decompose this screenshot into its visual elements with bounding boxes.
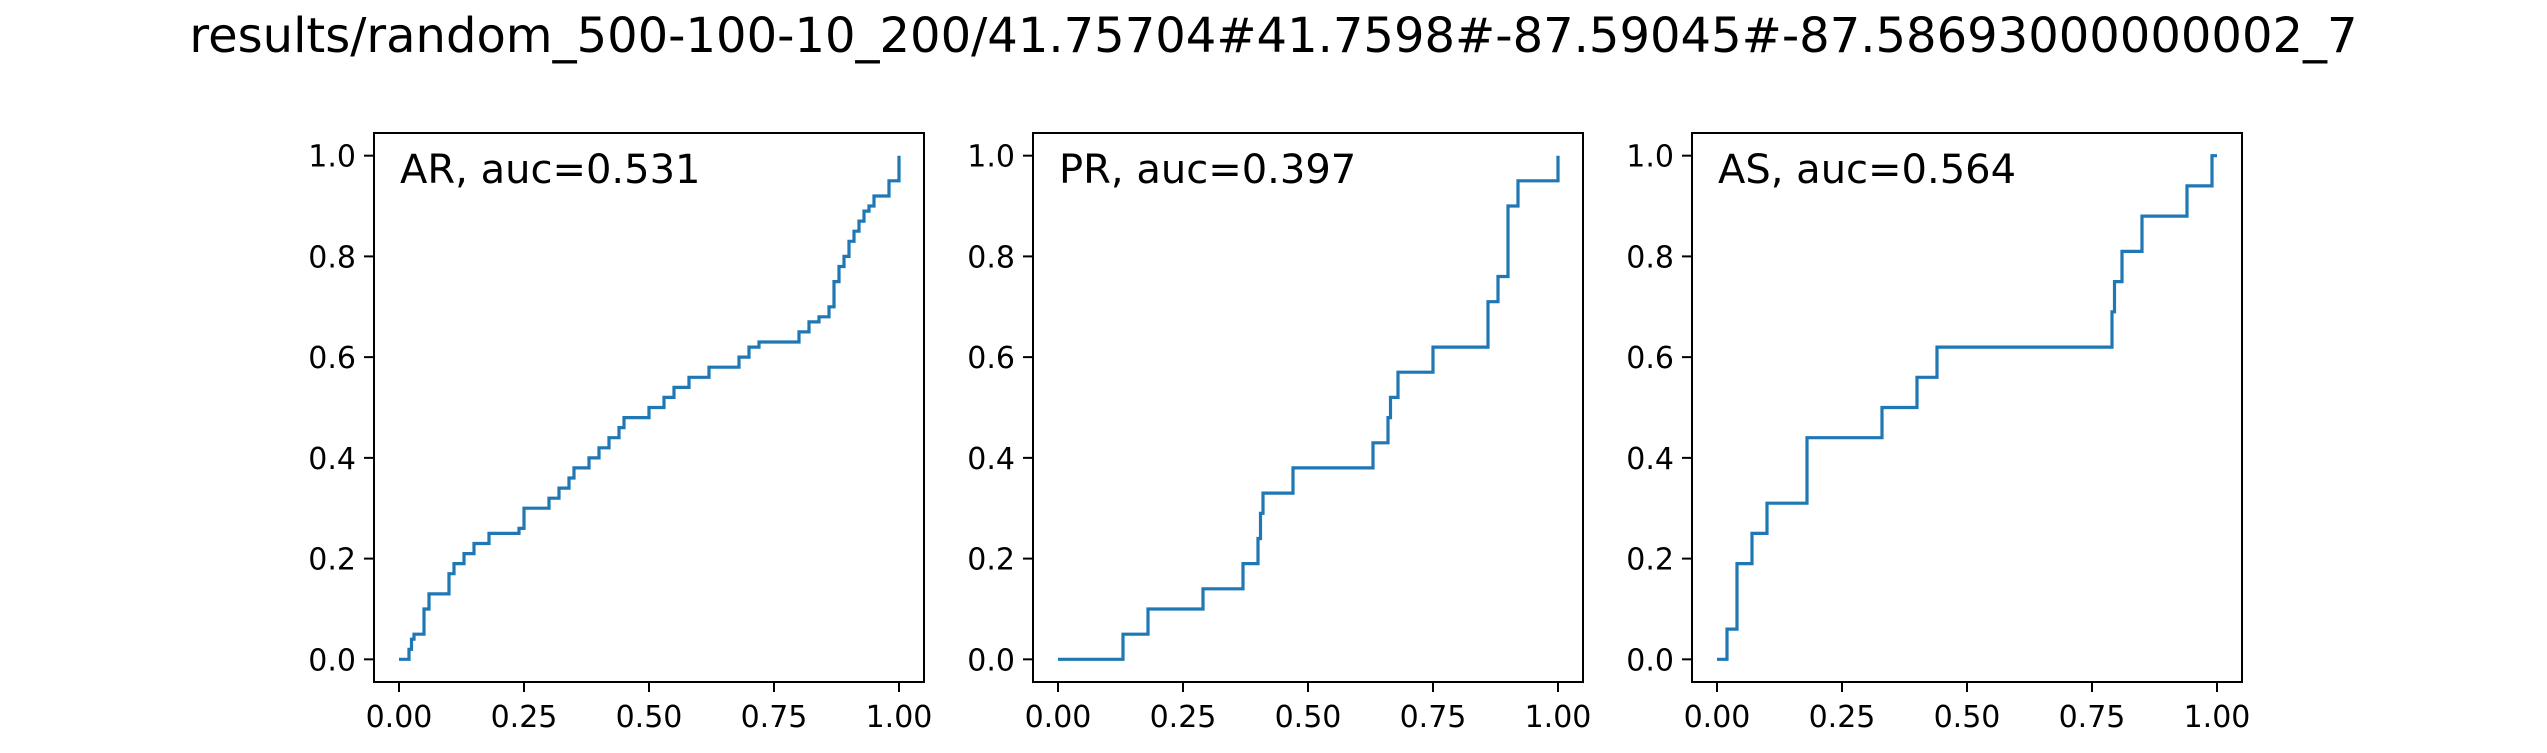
chart-panel-3: 0.00 0.25 0.50 0.75 1.00 0.0 0.2 0.4 0.6 0.8 1.0 AS… (1626, 132, 2251, 735)
panel-annotation: AR, auc=0.531 (400, 147, 700, 193)
series-line (399, 155, 901, 661)
y-tick-label: 0.8 (1626, 240, 1674, 275)
y-tick-label: 0.0 (967, 643, 1015, 678)
x-tick-label: 0.25 (1150, 700, 1217, 735)
axes-frame (1032, 132, 1584, 683)
y-tick-label: 0.2 (967, 543, 1015, 578)
x-tick-label: 0.00 (1025, 700, 1092, 735)
x-tick-label: 0.50 (616, 700, 683, 735)
x-tick-label: 1.00 (1525, 700, 1592, 735)
y-tick-label: 0.8 (967, 240, 1015, 275)
y-tick-label: 0.4 (1626, 442, 1674, 477)
panel-annotation: PR, auc=0.397 (1059, 147, 1356, 193)
x-tick-label: 0.00 (366, 700, 433, 735)
y-tick-label: 1.0 (967, 140, 1015, 175)
x-tick-label: 1.00 (2184, 700, 2251, 735)
y-tick-label: 0.4 (967, 442, 1015, 477)
y-tick-label: 0.0 (308, 643, 356, 678)
x-tick-label: 1.00 (866, 700, 933, 735)
x-tick-label: 0.50 (1934, 700, 2001, 735)
y-tick-label: 0.6 (308, 341, 356, 376)
y-tick-label: 0.6 (967, 341, 1015, 376)
panel-annotation: AS, auc=0.564 (1718, 147, 2016, 193)
y-tick-label: 0.2 (308, 543, 356, 578)
y-tick-label: 0.8 (308, 240, 356, 275)
x-tick-label: 0.75 (1400, 700, 1467, 735)
y-tick-label: 1.0 (1626, 140, 1674, 175)
chart-panel-2: 0.00 0.25 0.50 0.75 1.00 0.0 0.2 0.4 0.6 0.8 1.0 PR… (967, 132, 1592, 735)
x-tick-label: 0.75 (741, 700, 808, 735)
x-tick-label: 0.75 (2059, 700, 2126, 735)
x-tick-label: 0.00 (1684, 700, 1751, 735)
y-tick-label: 0.6 (1626, 341, 1674, 376)
figure-title: results/random_500-100-10_200/41.75704#4… (189, 8, 2358, 64)
x-tick-label: 0.25 (1809, 700, 1876, 735)
y-tick-label: 0.4 (308, 442, 356, 477)
series-line (1058, 155, 1560, 661)
x-tick-label: 0.25 (491, 700, 558, 735)
chart-panel-1: 0.00 0.25 0.50 0.75 1.00 0.0 0.2 0.4 0.6 0.8 1.0 AR… (308, 132, 933, 735)
x-tick-label: 0.50 (1275, 700, 1342, 735)
y-tick-label: 0.0 (1626, 643, 1674, 678)
y-tick-label: 1.0 (308, 140, 356, 175)
series-line (1717, 154, 2217, 661)
y-tick-label: 0.2 (1626, 543, 1674, 578)
